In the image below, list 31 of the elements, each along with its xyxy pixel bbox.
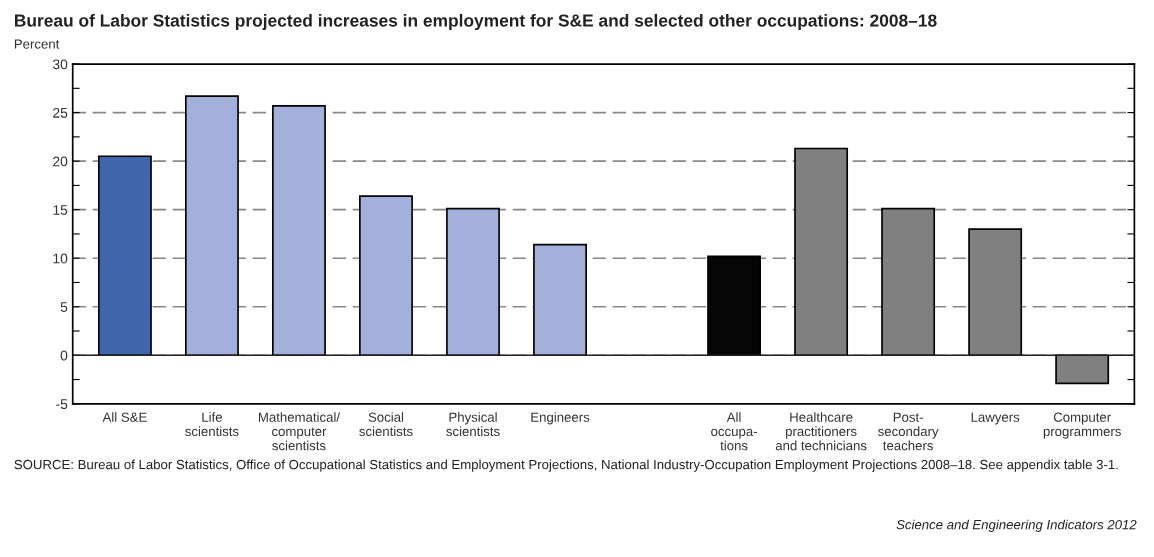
x-tick-label: Engineers	[531, 412, 590, 425]
bar	[272, 104, 326, 357]
x-tick-label: Computer programmers	[1043, 412, 1121, 439]
y-tick-label: 5	[60, 302, 68, 312]
bar	[359, 195, 413, 357]
x-tick-label: Lawyers	[971, 412, 1020, 425]
chart-title: Bureau of Labor Statistics projected increases in employment for S&E and selected other occupations: 2008–18	[15, 13, 937, 31]
bar	[707, 255, 762, 357]
y-axis-title: Percent	[14, 39, 60, 49]
bar	[1055, 354, 1110, 385]
bar	[97, 155, 152, 357]
source-note: SOURCE: Bureau of Labor Statistics, Office of Occupational Statistics and Employment Projections, National Industry-Occupation Employment Projections 2008–18. See appendix table 3-1.	[14, 459, 1118, 472]
x-tick-label: All occupa- tions	[711, 412, 757, 451]
y-tick-label: 30	[52, 59, 68, 70]
x-tick-label: All S&E	[102, 412, 147, 422]
y-tick-label: 20	[53, 156, 68, 167]
x-tick-label: Social scientists	[359, 412, 413, 437]
x-tick-label: Life scientists	[185, 412, 239, 437]
x-tick-label: Post- secondary teachers	[878, 412, 939, 451]
y-tick-label: 15	[53, 205, 68, 215]
text: Science and Engineering Indicators 2012	[896, 519, 1137, 532]
y-tick-label: 25	[53, 107, 68, 118]
x-tick-label: Mathematical/ computer scientists	[258, 412, 341, 451]
bar	[533, 243, 587, 357]
x-tick-label: Healthcare practitioners and technicians	[775, 412, 867, 451]
x-tick-label: Physical scientists	[446, 412, 500, 437]
y-tick-label: 10	[53, 253, 68, 264]
y-tick-label: 0	[60, 350, 68, 361]
y-tick-label: -5	[56, 399, 68, 409]
bar	[184, 95, 239, 357]
bar	[446, 207, 500, 357]
